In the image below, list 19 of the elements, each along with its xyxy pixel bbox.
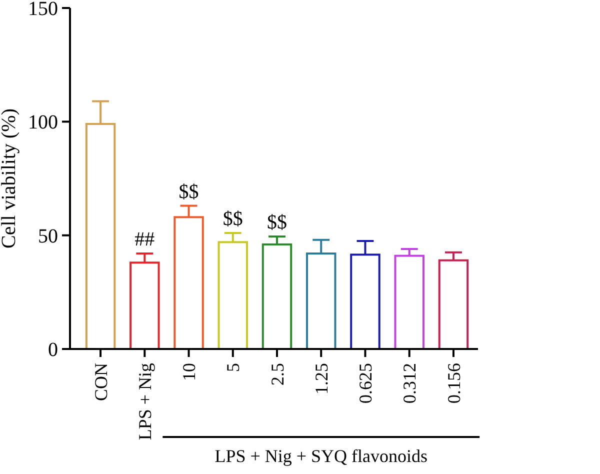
x-tick-label: 10 — [179, 363, 200, 381]
x-tick-label: LPS + Nig — [134, 363, 155, 440]
x-tick-label: 2.5 — [267, 363, 288, 386]
annotation: $$ — [178, 180, 199, 203]
x-tick-label: 0.625 — [356, 363, 376, 404]
y-tick-label: 150 — [28, 0, 58, 20]
y-axis-title: Cell viability (%) — [0, 108, 20, 248]
x-tick-label: 5 — [223, 363, 244, 372]
y-tick-label: 0 — [48, 339, 58, 361]
x-tick-label: CON — [90, 363, 111, 402]
x-tick-label: 1.25 — [311, 363, 332, 394]
annotation: $$ — [267, 211, 287, 234]
x-tick-label: 0.312 — [400, 363, 420, 404]
annotation: $$ — [222, 208, 243, 230]
y-tick-label: 50 — [38, 225, 58, 248]
text: LPS + Nig + SYQ flavonoids — [214, 446, 428, 466]
y-tick-label: 100 — [28, 112, 58, 134]
x-tick-label: 0.156 — [444, 363, 464, 404]
annotation: ## — [134, 228, 155, 251]
